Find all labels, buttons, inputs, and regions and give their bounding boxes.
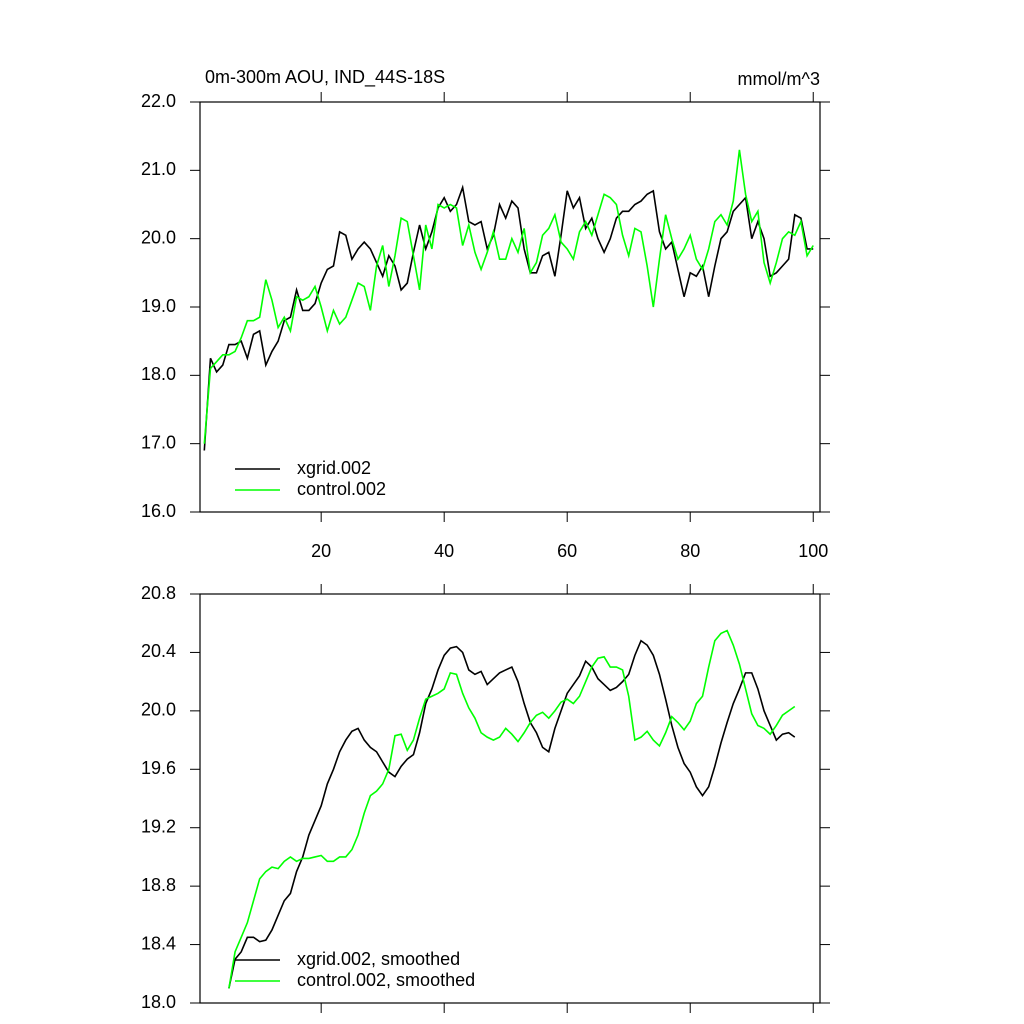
legend-label: xgrid.002, smoothed xyxy=(297,949,460,969)
series-line xyxy=(228,629,796,989)
legend-label: xgrid.002 xyxy=(297,458,371,478)
legend-label: control.002, smoothed xyxy=(297,970,475,990)
y-tick-label: 17.0 xyxy=(141,432,176,452)
units-label: mmol/m^3 xyxy=(738,69,820,89)
x-tick-label: 80 xyxy=(680,541,700,561)
x-tick-label: 60 xyxy=(557,541,577,561)
series-line xyxy=(203,184,814,451)
x-tick-label: 40 xyxy=(434,541,454,561)
y-tick-label: 20.0 xyxy=(141,700,176,720)
y-tick-label: 18.0 xyxy=(141,992,176,1012)
y-tick-label: 18.4 xyxy=(141,933,176,953)
series-line xyxy=(203,149,814,444)
y-tick-label: 19.2 xyxy=(141,816,176,836)
chart-title: 0m-300m AOU, IND_44S-18S xyxy=(205,67,445,88)
y-tick-label: 19.6 xyxy=(141,758,176,778)
x-tick-label: 100 xyxy=(798,541,828,561)
y-tick-label: 20.0 xyxy=(141,227,176,247)
series-line xyxy=(228,639,796,989)
y-tick-label: 18.0 xyxy=(141,364,176,384)
y-tick-label: 19.0 xyxy=(141,296,176,316)
plot-frame xyxy=(199,593,821,1004)
y-tick-label: 21.0 xyxy=(141,159,176,179)
y-tick-label: 22.0 xyxy=(141,91,176,111)
y-tick-label: 20.4 xyxy=(141,641,176,661)
legend-label: control.002 xyxy=(297,479,386,499)
y-tick-label: 20.8 xyxy=(141,583,176,603)
x-tick-label: 20 xyxy=(311,541,331,561)
y-tick-label: 18.8 xyxy=(141,875,176,895)
y-tick-label: 16.0 xyxy=(141,501,176,521)
